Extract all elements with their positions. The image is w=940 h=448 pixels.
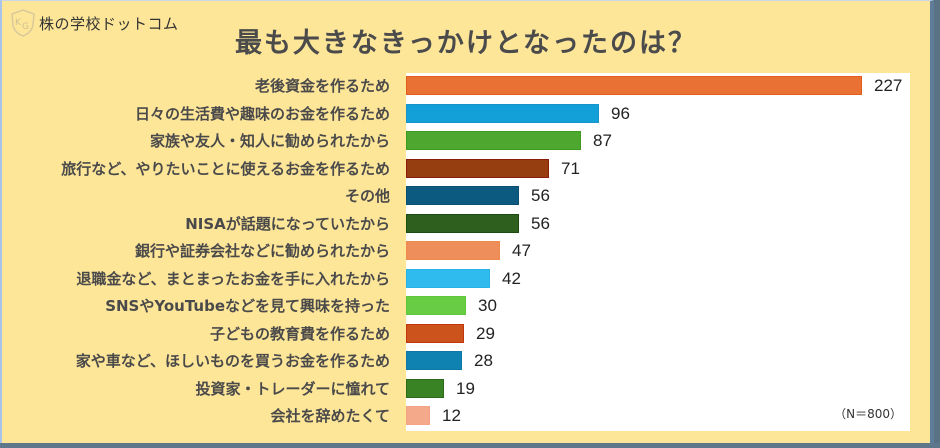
bar-row: 42 — [406, 268, 910, 297]
category-labels: 老後資金を作るため日々の生活費や趣味のお金を作るため家族や友人・知人に勧められた… — [0, 75, 390, 433]
category-label: 退職金など、まとまったお金を手に入れたから — [76, 269, 390, 288]
bar — [406, 351, 462, 370]
bar-row: 47 — [406, 241, 910, 269]
bar — [406, 103, 599, 123]
bar-row: 12 — [406, 406, 910, 434]
bar-value-label: 30 — [478, 296, 497, 315]
bar-row: 29 — [406, 323, 910, 352]
kg-shield-logo-icon: K G — [11, 9, 35, 37]
svg-text:K: K — [15, 18, 22, 28]
category-label: 銀行や証券会社などに勧められたから — [134, 242, 390, 260]
bar — [406, 323, 464, 343]
svg-text:G: G — [22, 22, 29, 32]
category-label: NISAが話題になっていたから — [185, 214, 390, 233]
bar-row: 28 — [406, 351, 910, 379]
bar-value-label: 12 — [442, 406, 461, 425]
bar — [406, 406, 430, 425]
category-label: 老後資金を作るため — [254, 77, 390, 95]
category-label: その他 — [344, 187, 390, 205]
category-label: 投資家・トレーダーに憧れて — [195, 379, 390, 398]
bar — [406, 213, 519, 233]
brand-logo: K G 株の学校ドットコム — [10, 9, 179, 37]
category-label: 家族や友人・知人に勧められたから — [149, 132, 390, 150]
bar-row: 30 — [406, 296, 910, 324]
brand-name: 株の学校ドットコム — [39, 14, 179, 33]
bar — [406, 131, 581, 150]
category-label: 日々の生活費や趣味のお金を作るため — [134, 104, 390, 123]
bar-value-label: 29 — [476, 323, 495, 343]
bar — [406, 241, 500, 260]
bar-row: 96 — [406, 103, 910, 132]
bar-value-label: 56 — [531, 186, 550, 205]
chart-title: 最も大きなきっかけとなったのは？ — [234, 28, 698, 59]
bar-row: 227 — [406, 76, 910, 104]
bar-value-label: 87 — [593, 131, 612, 150]
bar — [406, 378, 444, 398]
bar-row: 71 — [406, 158, 910, 187]
bar-value-label: 42 — [502, 268, 521, 288]
category-label: 会社を辞めたくて — [270, 407, 390, 425]
bar-row: 87 — [406, 131, 910, 159]
bar-row: 56 — [406, 186, 910, 214]
bottom-edge — [0, 443, 940, 448]
bar — [406, 296, 466, 315]
category-label: 旅行など、やりたいことに使えるお金を作るため — [61, 159, 390, 178]
bar-row: 56 — [406, 213, 910, 242]
bar — [406, 76, 862, 95]
bar-value-label: 96 — [611, 103, 630, 123]
category-label: 家や車など、ほしいものを買うお金を作るため — [75, 352, 390, 370]
category-label: SNSやYouTubeなどを見て興味を持った — [105, 297, 390, 315]
bar — [406, 158, 549, 178]
bar-value-label: 56 — [531, 213, 550, 233]
bar — [406, 186, 519, 205]
bar-value-label: 28 — [474, 351, 493, 370]
bar-row: 19 — [406, 378, 910, 407]
bar-value-label: 71 — [561, 158, 580, 178]
bar-series: 227 96 87 71 56 56 47 42 30 29 28 19 12 — [406, 76, 910, 434]
bar-value-label: 47 — [512, 241, 531, 260]
bar — [406, 268, 490, 288]
bar-value-label: 227 — [874, 76, 903, 95]
category-label: 子どもの教育費を作るため — [209, 324, 390, 343]
bar-value-label: 19 — [456, 378, 475, 398]
sample-size-note: （N＝800） — [834, 407, 902, 421]
